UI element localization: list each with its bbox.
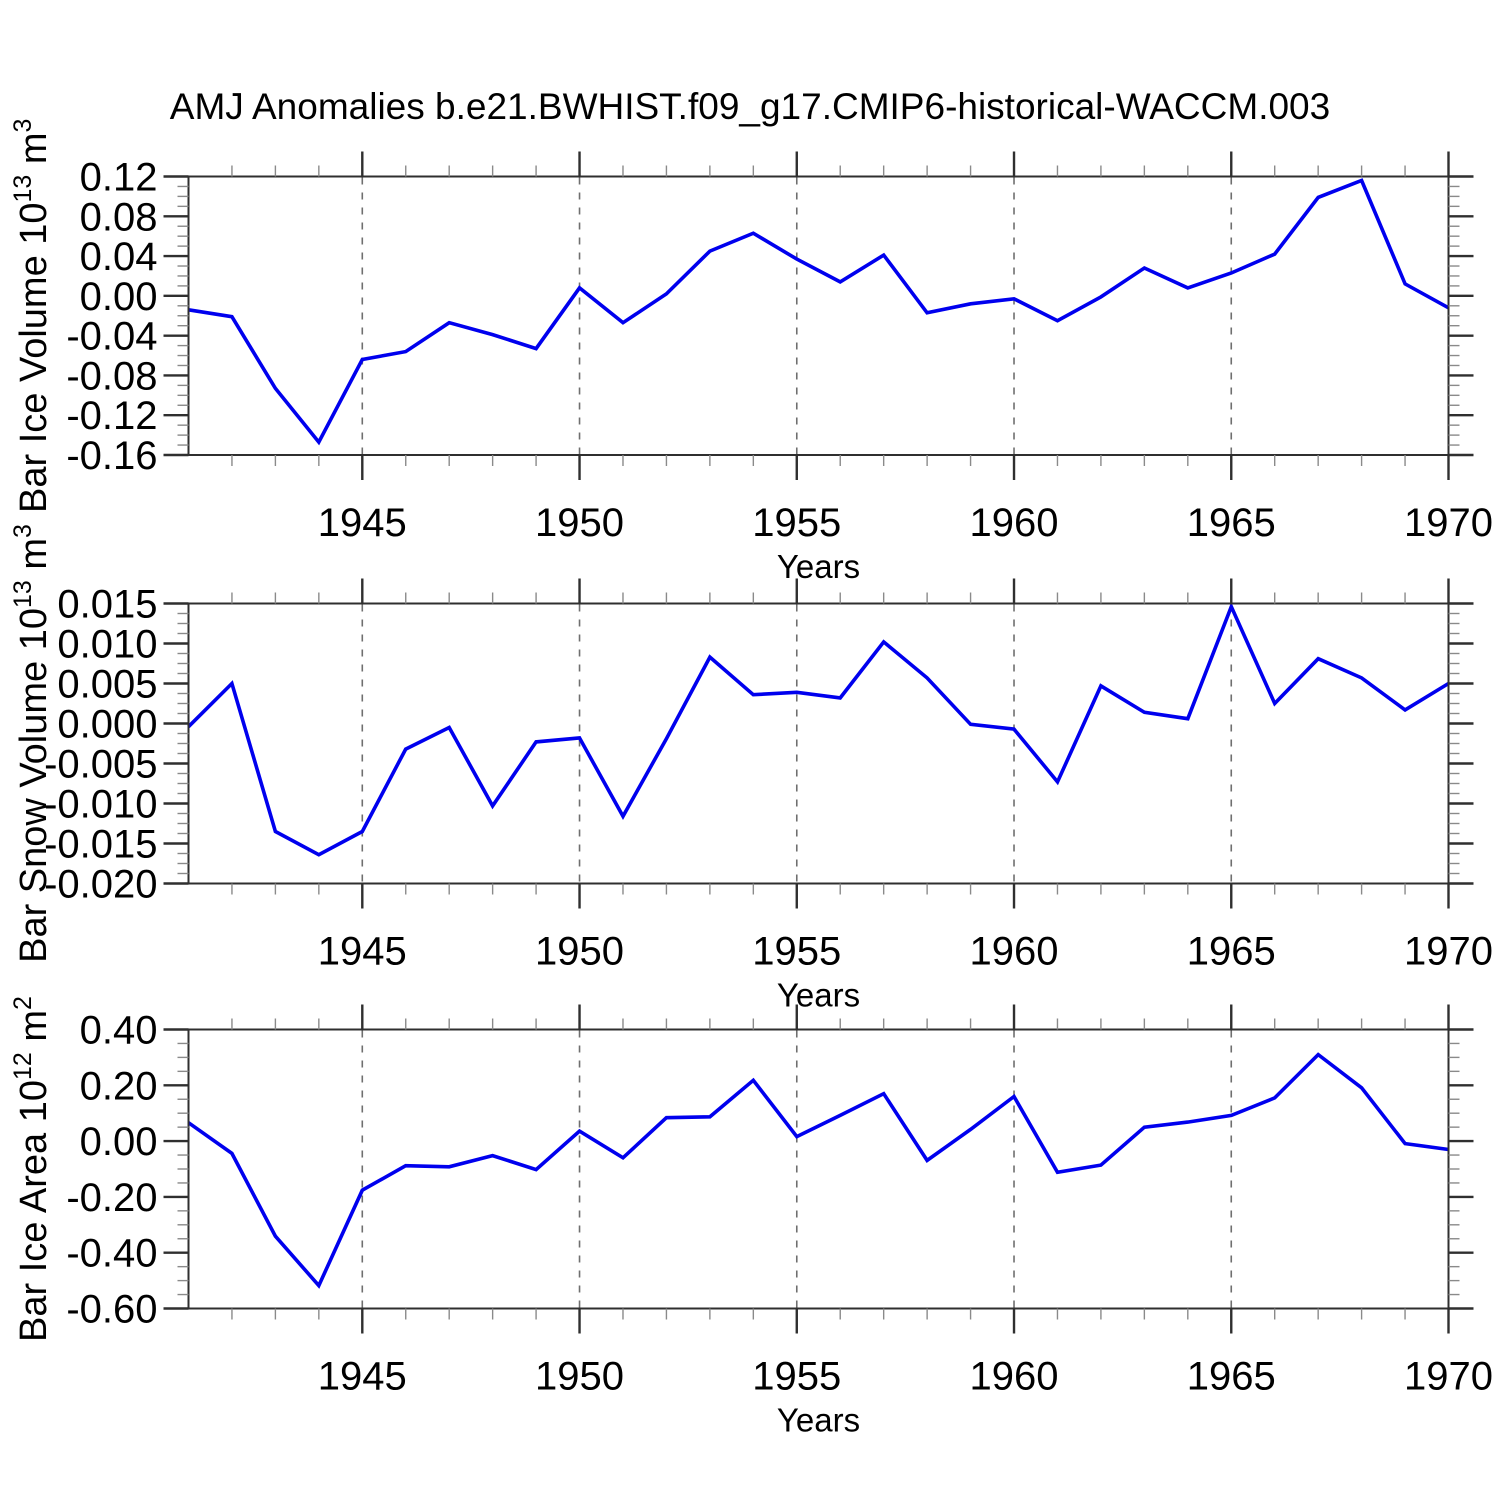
x-tick-label: 1950 [535,930,624,974]
y-tick-label: 0.40 [80,1009,158,1053]
x-tick-label: 1965 [1187,1355,1276,1399]
y-tick-label: 0.00 [80,1120,158,1164]
x-tick-label: 1960 [970,501,1059,545]
x-tick-label: 1950 [535,501,624,545]
x-tick-label: 1955 [752,930,841,974]
chart-title: AMJ Anomalies b.e21.BWHIST.f09_g17.CMIP6… [169,86,1331,127]
y-tick-label: 0.12 [80,156,158,200]
x-tick-label: 1960 [970,1355,1059,1399]
y-tick-label: -0.005 [44,743,157,787]
x-tick-label: 1965 [1187,930,1276,974]
y-tick-label: -0.015 [44,823,157,867]
x-tick-label: 1965 [1187,501,1276,545]
y-tick-label: -0.16 [66,434,157,478]
x-tick-label: 1945 [318,1355,407,1399]
y-tick-label: 0.08 [80,195,158,239]
data-line-ice-area [187,1052,1449,1289]
y-tick-label: -0.60 [66,1288,157,1332]
plot-border [187,175,1450,456]
y-tick-label: 0.015 [57,583,157,627]
y-tick-label: -0.20 [66,1176,157,1220]
panel-snow-volume: 0.0150.0100.0050.000-0.005-0.010-0.015-0… [9,524,1493,1013]
x-axis-title: Years [777,1402,860,1439]
y-tick-label: -0.12 [66,394,157,438]
y-axis-title: Bar Snow Volume 1013 m3 [9,524,55,963]
x-tick-label: 1970 [1404,930,1493,974]
x-tick-label: 1945 [318,930,407,974]
y-tick-label: -0.020 [44,863,157,907]
data-line-snow-volume [187,602,1450,857]
x-tick-label: 1960 [970,930,1059,974]
x-tick-label: 1970 [1404,501,1493,545]
y-axis-title: Bar Ice Volume 1013 m3 [9,119,55,513]
x-axis-title: Years [777,548,860,585]
x-tick-label: 1955 [752,1355,841,1399]
y-tick-label: -0.04 [66,315,157,359]
plot-border [187,602,1450,885]
x-tick-label: 1950 [535,1355,624,1399]
x-tick-label: 1955 [752,501,841,545]
x-tick-label: 1945 [318,501,407,545]
y-tick-label: -0.010 [44,783,157,827]
x-axis-title: Years [777,977,860,1014]
y-tick-label: 0.00 [80,275,158,319]
panel-ice-area: 0.40 0.20 0.00 -0.20 -0.40 -0.60 1945 1950 1955 1… [9,996,1493,1438]
y-tick-label: -0.40 [66,1232,157,1276]
y-axis-title: Bar Ice Area 1012 m2 [9,996,55,1342]
y-tick-label: 0.005 [57,663,157,707]
plot-border [187,1028,1450,1310]
x-tick-label: 1970 [1404,1355,1493,1399]
y-tick-label: -0.08 [66,354,157,398]
y-tick-label: 0.000 [57,703,157,747]
y-tick-label: 0.010 [57,623,157,667]
y-tick-label: 0.20 [80,1064,158,1108]
data-line-ice-volume [188,178,1450,446]
y-tick-label: 0.04 [80,235,158,279]
panel-ice-volume: 0.120.080.040.00-0.04-0.08-0.12-0.16 1945… [9,119,1493,585]
